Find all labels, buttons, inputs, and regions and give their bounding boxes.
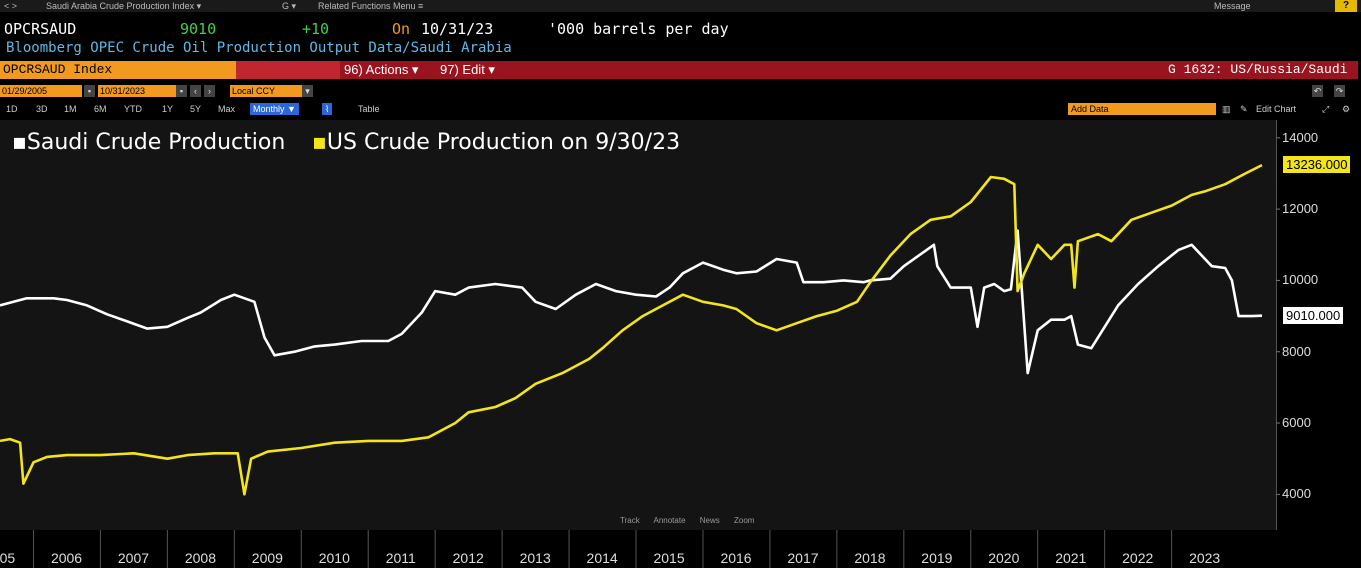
calendar-icon[interactable]: ▪: [84, 85, 95, 97]
help-button[interactable]: ?: [1335, 0, 1357, 12]
edit-menu[interactable]: 97) Edit ▾: [440, 62, 495, 77]
legend-us-label: US Crude Production on 9/30/23: [326, 130, 681, 155]
secondary-field[interactable]: [236, 61, 340, 79]
x-tick-label: 2017: [787, 550, 819, 566]
x-tick-label: 2023: [1189, 550, 1221, 566]
x-tick-label: 2011: [385, 550, 416, 566]
x-tick-label: 2009: [251, 550, 283, 566]
expand-icon[interactable]: ⤢: [1322, 104, 1330, 114]
back-forward-arrows[interactable]: < >: [4, 1, 18, 11]
last-date: 10/31/23: [421, 20, 494, 38]
annotate-button[interactable]: Annotate: [653, 516, 686, 525]
x-tick-label: 2014: [586, 550, 618, 566]
x-tick-label: 2010: [318, 550, 350, 566]
ticker-symbol: OPCRSAUD: [4, 20, 77, 38]
x-tick-label: 2018: [854, 550, 886, 566]
period-1m[interactable]: 1M: [64, 104, 77, 114]
actions-menu[interactable]: 96) Actions ▾: [344, 62, 419, 77]
period-1d[interactable]: 1D: [6, 104, 18, 114]
y-tick-label: 14000: [1282, 129, 1319, 145]
currency-select[interactable]: Local CCY: [230, 85, 304, 97]
y-tick-label: 12000: [1282, 201, 1319, 217]
function-menubar: < > Saudi Arabia Crude Production Index …: [0, 0, 1361, 12]
last-value-saudi: 9010.000: [1283, 306, 1344, 324]
period-1y[interactable]: 1Y: [162, 104, 174, 114]
period-controls: 1D 3D 1M 6M YTD 1Y 5Y Max Monthly ▼ ⌇ Ta…: [0, 102, 1361, 116]
x-tick-label: 2019: [921, 550, 953, 566]
chevron-left-icon[interactable]: ‹: [190, 85, 201, 97]
gear-icon[interactable]: ⚙: [1342, 104, 1351, 114]
date-controls: 01/29/2005 ▪ 10/31/2023 ▪ ‹ › Local CCY …: [0, 84, 1361, 98]
legend-us: ▪US Crude Production on 9/30/23: [312, 130, 681, 155]
x-tick-label: 2021: [1055, 550, 1087, 566]
message-button[interactable]: Message: [1214, 1, 1251, 11]
y-axis-line: [1276, 120, 1277, 530]
y-tick-label: 8000: [1282, 343, 1311, 359]
undo-icon[interactable]: ↶: [1312, 85, 1323, 97]
index-field[interactable]: OPCRSAUD Index: [0, 61, 236, 79]
last-value: 9010: [180, 20, 217, 38]
security-menu[interactable]: Saudi Arabia Crude Production Index ▾: [46, 1, 202, 11]
units-label: '000 barrels per day: [548, 20, 729, 38]
g-menu[interactable]: G ▾: [282, 1, 297, 11]
zoom-button[interactable]: Zoom: [734, 516, 755, 525]
track-button[interactable]: Track: [620, 516, 640, 525]
x-tick-label: 2012: [452, 550, 484, 566]
period-3d[interactable]: 3D: [36, 104, 48, 114]
y-tick-label: 10000: [1282, 272, 1319, 288]
period-6m[interactable]: 6M: [94, 104, 107, 114]
redo-icon[interactable]: ↷: [1334, 85, 1345, 97]
legend-saudi-label: Saudi Crude Production: [26, 130, 286, 155]
pencil-icon[interactable]: ✎: [1240, 104, 1248, 114]
edit-chart-button[interactable]: Edit Chart: [1256, 104, 1297, 114]
chart-id: G 1632: US/Russia/Saudi: [1168, 62, 1348, 77]
x-tick-label: 2016: [720, 550, 752, 566]
x-axis-band: [0, 530, 1361, 568]
x-tick-label: 2007: [117, 550, 150, 566]
news-button[interactable]: News: [699, 516, 720, 525]
x-tick-label: 2008: [184, 550, 216, 566]
x-tick-label: 2022: [1122, 550, 1154, 566]
frequency-select[interactable]: Monthly ▼: [250, 103, 299, 115]
related-functions-menu[interactable]: Related Functions Menu ≡: [318, 1, 424, 11]
change-value: +10: [302, 20, 330, 38]
y-tick-label: 6000: [1282, 415, 1311, 431]
add-data-button[interactable]: Add Data: [1068, 103, 1216, 115]
on-label: On: [392, 20, 411, 38]
x-tick-label: 2006: [50, 550, 83, 566]
period-ytd[interactable]: YTD: [124, 104, 142, 114]
chart-type-icon[interactable]: ⌇: [322, 103, 333, 115]
x-tick-label: 2013: [519, 550, 551, 566]
start-date-field[interactable]: 01/29/2005: [0, 85, 82, 97]
last-value-us: 13236.000: [1283, 156, 1351, 174]
legend-saudi: ▪Saudi Crude Production: [12, 130, 286, 155]
chevron-right-icon[interactable]: ›: [204, 85, 215, 97]
x-tick-label: 2020: [988, 550, 1020, 566]
chart-toolbar: Track Annotate News Zoom: [620, 516, 766, 525]
calendar-icon[interactable]: ▪: [176, 85, 187, 97]
bar-chart-icon[interactable]: ▥: [1222, 104, 1231, 114]
ticker-line: OPCRSAUD 9010 +10 On 10/31/23 '000 barre…: [0, 18, 1361, 40]
end-date-field[interactable]: 10/31/2023: [98, 85, 176, 97]
period-5y[interactable]: 5Y: [190, 104, 202, 114]
x-tick-label: 2005: [0, 550, 16, 566]
table-button[interactable]: Table: [358, 104, 380, 114]
command-bar: OPCRSAUD Index 96) Actions ▾ 97) Edit ▾ …: [0, 61, 1358, 79]
plot-area[interactable]: [0, 120, 1276, 530]
chevron-down-icon[interactable]: ▾: [302, 85, 313, 97]
security-description: Bloomberg OPEC Crude Oil Production Outp…: [6, 40, 512, 56]
y-tick-label: 4000: [1282, 486, 1311, 502]
x-tick-label: 2015: [653, 550, 685, 566]
period-max[interactable]: Max: [218, 104, 236, 114]
